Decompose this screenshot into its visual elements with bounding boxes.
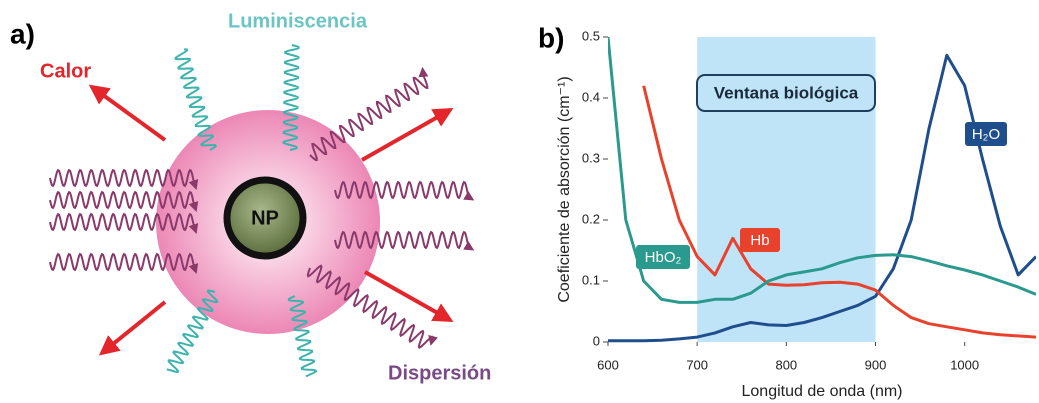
wave <box>49 190 199 213</box>
series-line <box>608 37 1036 304</box>
panel-label: a) <box>10 18 35 49</box>
x-tick-label: 600 <box>597 357 619 372</box>
wave <box>309 66 429 161</box>
wave <box>287 295 318 378</box>
y-axis-title: Coeficiente de absorción (cm⁻¹) <box>556 76 573 302</box>
waves <box>49 44 475 378</box>
chart: b) Ventana biológica 0 0.1 0.2 0.3 0.4 0.5 600 7… <box>538 22 1036 400</box>
wave <box>49 168 199 191</box>
luminescence-label: Luminiscencia <box>228 10 368 32</box>
window-label-box <box>696 74 876 112</box>
wave <box>49 212 199 235</box>
heat-label: Calor <box>40 60 91 82</box>
y-tick-label: 0.2 <box>582 211 600 226</box>
series-line <box>608 53 1036 343</box>
series-label: HbO₂ <box>645 249 682 266</box>
y-tick-label: 0.1 <box>582 272 600 287</box>
wave <box>282 44 300 151</box>
x-tick-label: 700 <box>686 357 708 372</box>
x-tick-label: 800 <box>775 357 797 372</box>
particle-label: NP <box>251 207 279 229</box>
wave <box>174 48 217 151</box>
diagram: a) NP Luminiscencia Calor Dispersión <box>10 10 491 384</box>
x-axis-title: Longitud de onda (nm) <box>742 383 903 400</box>
wave <box>166 289 219 374</box>
series-line <box>642 85 1036 339</box>
series-label-box <box>740 228 780 252</box>
y-tick-label: 0 <box>593 333 600 348</box>
y-tick-label: 0.4 <box>582 89 600 104</box>
series-label-box <box>636 245 690 269</box>
series-label-box <box>965 122 1007 146</box>
y-tick-label: 0.5 <box>582 28 600 43</box>
panel-label: b) <box>538 22 564 53</box>
x-tick-label: 900 <box>865 357 887 372</box>
wave <box>334 230 475 251</box>
wave <box>306 264 438 350</box>
series-label: Hb <box>750 232 769 249</box>
wave <box>334 180 475 201</box>
window-label: Ventana biológica <box>714 83 859 102</box>
wave <box>49 252 199 275</box>
heat-arrows <box>88 84 454 356</box>
scattering-label: Dispersión <box>388 362 491 384</box>
nanoparticle <box>223 176 307 260</box>
series-label: H₂O <box>972 126 1000 143</box>
x-tick-label: 1000 <box>950 357 979 372</box>
y-tick-label: 0.3 <box>582 150 600 165</box>
lines <box>608 37 1036 343</box>
